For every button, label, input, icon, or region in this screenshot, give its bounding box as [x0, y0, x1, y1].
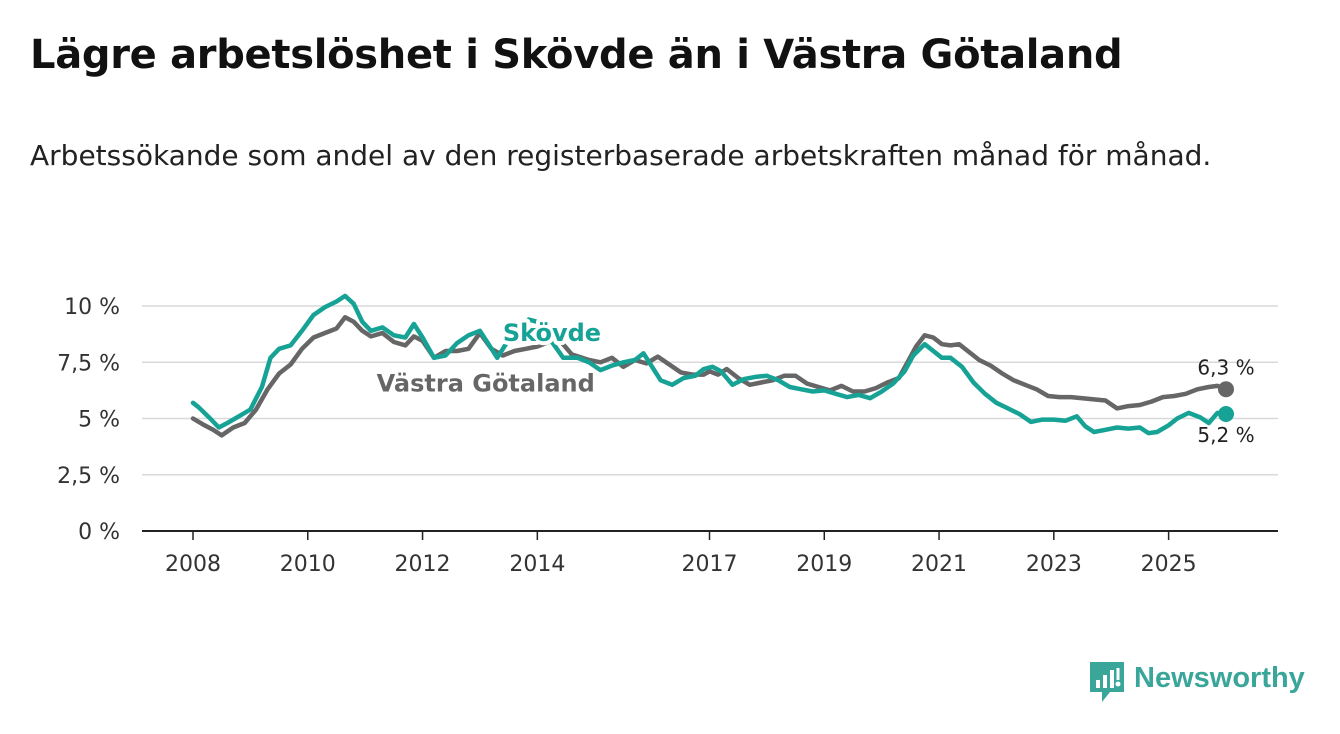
x-tick-label: 2025 [1141, 552, 1197, 577]
series-line-västra-götaland [190, 315, 1229, 438]
newsworthy-logo-text: Newsworthy [1134, 662, 1305, 694]
x-tick-label: 2014 [509, 552, 565, 577]
x-tick-label: 2017 [682, 552, 738, 577]
newsworthy-logo-icon [1090, 662, 1124, 702]
line-chart: 0 % 2,5 % 5 % 7,5 % 10 % 2008 2010 2012 2014 201… [57, 293, 1278, 577]
series-label-skövde: Skövde [503, 319, 601, 347]
series-label-västra-götaland: Västra Götaland [377, 370, 595, 398]
y-tick-label: 7,5 % [57, 351, 120, 376]
y-tick-label: 2,5 % [57, 464, 120, 489]
x-tick-label: 2008 [165, 552, 221, 577]
x-tick-label: 2019 [796, 552, 852, 577]
chart-subtitle: Arbetssökande som andel av den registerb… [30, 139, 1212, 172]
series-label-halo: Skövde [503, 319, 601, 347]
x-tick-label: 2023 [1026, 552, 1082, 577]
series-lines [190, 293, 1234, 438]
chart-title: Lägre arbetslöshet i Skövde än i Västra … [30, 32, 1123, 78]
x-tick-label: 2010 [280, 552, 336, 577]
end-value-label-skövde: 5,2 % [1197, 423, 1254, 447]
y-tick-label: 5 % [78, 408, 120, 433]
end-marker-skövde [1218, 406, 1234, 422]
end-value-label-västra-götaland: 6,3 % [1197, 355, 1254, 379]
newsworthy-logo: Newsworthy [1088, 660, 1305, 704]
gridlines [142, 305, 1278, 476]
y-axis-tick-labels: 0 % 2,5 % 5 % 7,5 % 10 % [57, 295, 120, 545]
series-label-halo: Västra Götaland [377, 370, 595, 398]
x-tick-label: 2012 [395, 552, 451, 577]
x-axis: 2008 2010 2012 2014 2017 2019 2021 2023 2025 [142, 530, 1278, 577]
y-tick-label: 10 % [64, 295, 120, 320]
y-tick-label: 0 % [78, 520, 120, 545]
end-marker-västra-götaland [1218, 381, 1234, 398]
x-tick-label: 2021 [911, 552, 967, 577]
